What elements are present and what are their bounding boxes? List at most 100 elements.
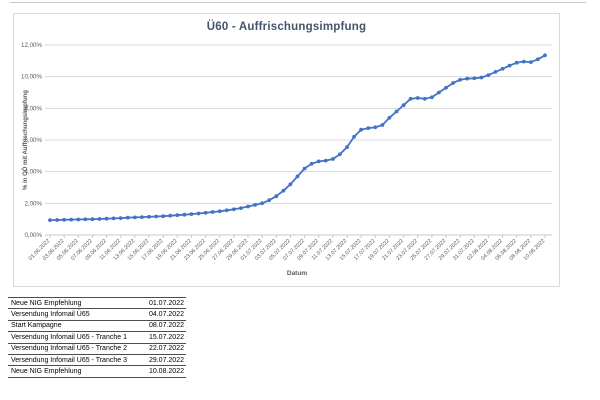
event-date: 22.07.2022 — [148, 345, 184, 353]
data-point — [274, 194, 279, 199]
data-point — [521, 59, 526, 64]
table-row: Versendung Infomail Ü65 04.07.2022 — [8, 309, 186, 321]
data-point — [203, 210, 208, 215]
data-point — [430, 95, 434, 100]
data-point — [140, 215, 144, 220]
y-tick-label: 10,00% — [21, 74, 42, 81]
event-date: 10.08.2022 — [148, 368, 184, 376]
data-point — [331, 157, 335, 161]
y-tick-label: 6,00% — [24, 137, 42, 144]
event-label: Neue NIG Empfehlung — [11, 368, 82, 376]
data-point — [387, 115, 392, 120]
data-point — [451, 81, 455, 85]
data-point — [111, 216, 116, 221]
data-point — [465, 76, 470, 81]
data-point — [154, 214, 159, 219]
data-point — [239, 206, 243, 211]
data-point — [345, 145, 349, 150]
event-date: 29.07.2022 — [148, 356, 184, 364]
event-label: Start Kampagne — [11, 322, 62, 330]
data-point — [125, 215, 130, 220]
data-point — [536, 57, 540, 62]
data-point — [338, 152, 342, 157]
data-point — [83, 217, 88, 222]
data-point — [253, 203, 257, 207]
data-point — [90, 217, 95, 222]
data-point — [373, 125, 378, 130]
data-point — [62, 217, 66, 222]
data-point — [48, 218, 52, 223]
data-point — [175, 213, 180, 218]
data-point — [189, 212, 194, 217]
data-point — [246, 204, 250, 209]
data-point — [118, 216, 123, 221]
data-point — [309, 161, 314, 166]
data-point — [288, 182, 293, 187]
data-point — [295, 174, 300, 179]
data-point — [232, 207, 236, 212]
data-point — [267, 198, 272, 203]
data-point — [281, 188, 286, 193]
event-label: Neue NIG Empfehlung — [11, 299, 82, 307]
table-row: Versendung Infomail U65 - Tranche 1 15.07… — [8, 332, 186, 344]
chart-title: Ü60 - Auffrischungsimpfung — [206, 21, 367, 33]
y-tick-label: 0,00% — [24, 232, 42, 239]
data-point — [543, 53, 547, 58]
data-point — [444, 85, 448, 90]
data-point — [415, 96, 420, 100]
x-axis-title: Datum — [286, 270, 308, 277]
events-table: Neue NIG Empfehlung 01.07.2022 Versendung … — [8, 297, 186, 378]
data-point — [458, 77, 462, 82]
data-point — [437, 90, 441, 95]
event-label: Versendung Infomail Ü65 — [11, 311, 90, 319]
y-tick-label: 12,00% — [21, 42, 42, 49]
data-point — [507, 63, 512, 68]
data-point — [147, 214, 151, 219]
data-point — [394, 109, 399, 114]
window-edge-line — [10, 2, 586, 3]
data-point — [479, 75, 484, 80]
table-row: Neue NIG Empfehlung 01.07.2022 — [8, 298, 186, 310]
vaccination-chart: 0,00% 2,00% 4,00% 6,00% 8,00% 10,00% 12,00% 01.… — [13, 13, 560, 287]
y-tick-label: 8,00% — [24, 105, 42, 112]
event-label: Versendung Infomail U65 - Tranche 3 — [11, 356, 127, 364]
data-point — [168, 213, 173, 218]
table-row: Neue NIG Empfehlung 10.08.2022 — [8, 366, 186, 378]
table-row: Versendung Infomail U65 - Tranche 3 29.07… — [8, 355, 186, 367]
data-point — [323, 158, 328, 163]
event-date: 08.07.2022 — [148, 322, 184, 330]
data-point — [486, 73, 491, 77]
data-point — [302, 166, 307, 171]
data-point — [69, 217, 74, 222]
data-point — [401, 103, 406, 108]
event-date: 15.07.2022 — [148, 333, 184, 341]
data-point — [514, 60, 519, 65]
data-point — [422, 96, 427, 101]
data-point — [500, 66, 505, 71]
data-point — [359, 127, 363, 132]
data-point — [472, 76, 477, 81]
data-point — [182, 212, 187, 217]
data-point — [529, 60, 533, 64]
data-point — [210, 210, 215, 214]
data-point — [224, 208, 229, 213]
data-point — [380, 123, 385, 127]
y-tick-label: 2,00% — [24, 200, 42, 207]
data-point — [161, 214, 166, 219]
chart-plot-area: 0,00%2,00%4,00%6,00%8,00%10,00%12,00%01.… — [21, 42, 552, 262]
event-label: Versendung Infomail U65 - Tranche 1 — [11, 333, 127, 341]
data-point — [133, 215, 137, 220]
y-axis-title: % in OÖ mit Auffrischungsimpfung — [23, 90, 29, 190]
event-date: 04.07.2022 — [148, 311, 184, 319]
data-point — [76, 217, 81, 222]
table-row: Start Kampagne 08.07.2022 — [8, 321, 186, 333]
data-point — [493, 70, 498, 74]
event-date: 01.07.2022 — [148, 299, 184, 307]
data-point — [196, 211, 201, 216]
data-point — [55, 218, 59, 222]
series-line — [49, 54, 546, 221]
event-label: Versendung Infomail U65 - Tranche 2 — [11, 345, 127, 353]
y-tick-label: 4,00% — [24, 169, 42, 176]
data-point — [352, 134, 356, 139]
table-row: Versendung Infomail U65 - Tranche 2 22.07… — [8, 344, 186, 355]
